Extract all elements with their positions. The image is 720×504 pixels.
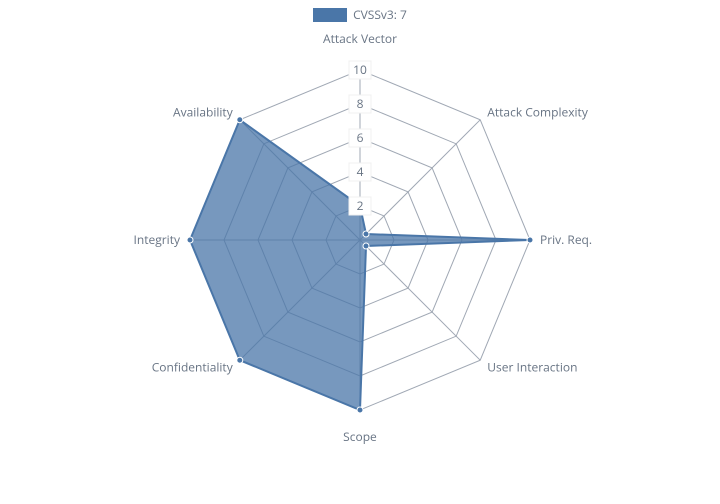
axis-label: Confidentiality bbox=[152, 358, 234, 375]
axis-label: User Interaction bbox=[487, 358, 577, 375]
radar-chart: Attack Vector Attack Complexity Priv. Req.… bbox=[0, 0, 720, 504]
series-point bbox=[187, 237, 193, 243]
axis-label: Availability bbox=[173, 104, 234, 121]
tick-label: 2 bbox=[357, 197, 364, 214]
axis-label: Integrity bbox=[134, 231, 181, 248]
series-point bbox=[527, 237, 533, 243]
axis-label: Attack Vector bbox=[323, 30, 397, 47]
series-point bbox=[363, 231, 369, 237]
series-point bbox=[237, 117, 243, 123]
axis-label: Scope bbox=[343, 428, 377, 445]
tick-label: 4 bbox=[357, 163, 364, 180]
axis-label: Priv. Req. bbox=[540, 231, 592, 248]
tick-label: 8 bbox=[357, 95, 364, 112]
tick-label: 6 bbox=[357, 129, 364, 146]
series-point bbox=[237, 357, 243, 363]
tick-label: 10 bbox=[353, 61, 367, 78]
series-point bbox=[363, 243, 369, 249]
axis-label: Attack Complexity bbox=[487, 104, 589, 121]
series-point bbox=[357, 407, 363, 413]
